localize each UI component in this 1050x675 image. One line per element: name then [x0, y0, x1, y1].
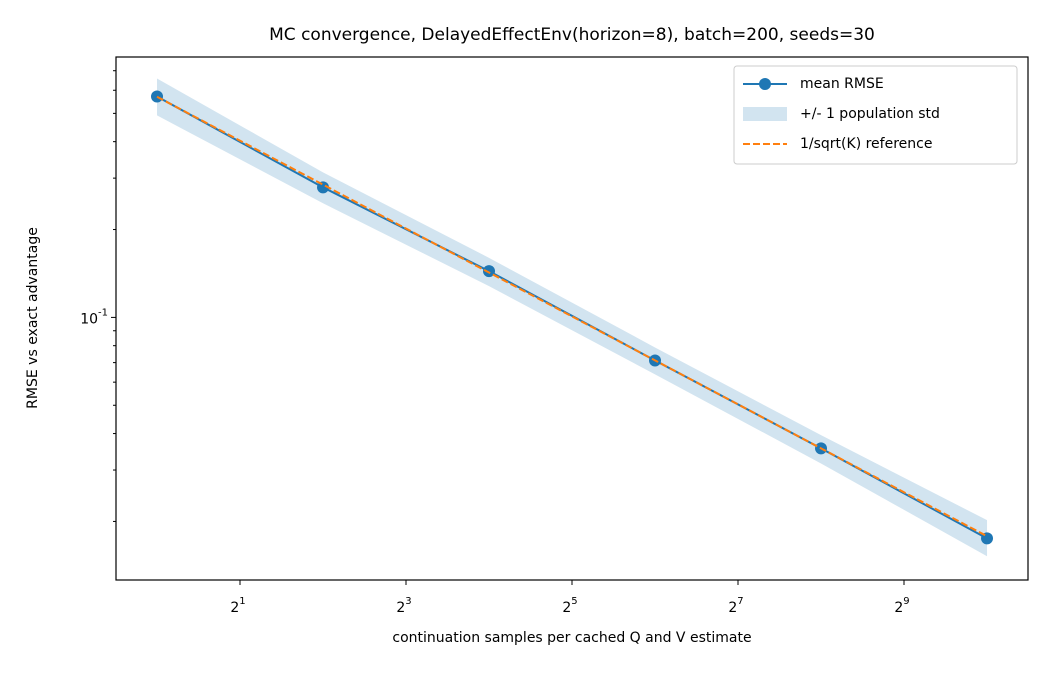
marker	[317, 181, 330, 194]
reference-line	[156, 95, 988, 538]
tick-label: 21	[230, 596, 245, 616]
tick-label: 29	[894, 596, 909, 616]
plot-frame	[115, 56, 1029, 581]
tick-label: 23	[396, 596, 411, 616]
marker	[151, 90, 164, 103]
x-axis-label: continuation samples per cached Q and V …	[392, 630, 751, 646]
chart-title: MC convergence, DelayedEffectEnv(horizon…	[269, 25, 875, 45]
legend-swatch	[743, 107, 787, 121]
tick-label: 25	[562, 596, 577, 616]
legend-marker	[759, 78, 771, 90]
marker	[483, 265, 496, 278]
legend-box	[733, 65, 1018, 165]
y-axis-label: RMSE vs exact advantage	[25, 227, 41, 409]
legend-label: +/- 1 population std	[800, 106, 940, 122]
legend: mean RMSE +/- 1 population std 1/sqrt(K) r…	[733, 65, 1018, 165]
tick-label: 10-1	[80, 307, 108, 327]
legend-label: 1/sqrt(K) reference	[800, 136, 932, 152]
legend-label: mean RMSE	[800, 76, 884, 92]
tick-label: 27	[728, 596, 743, 616]
